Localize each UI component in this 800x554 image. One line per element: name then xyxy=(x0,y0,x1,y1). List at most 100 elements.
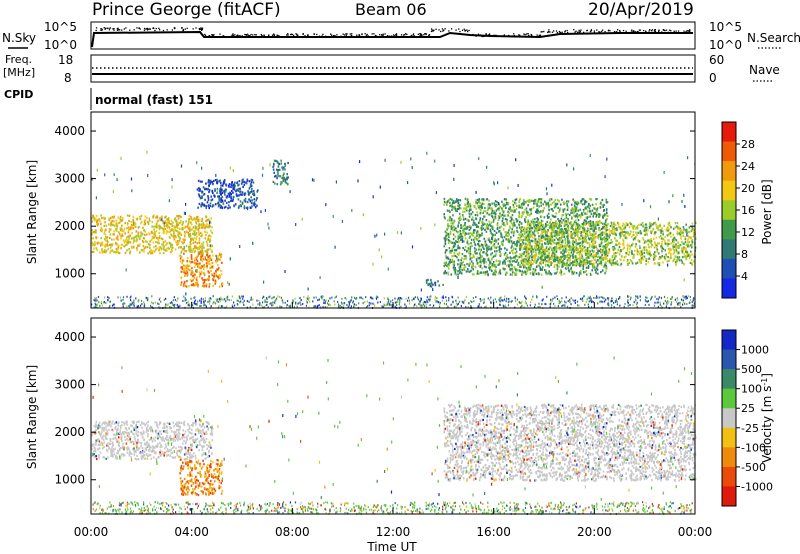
data-cell xyxy=(550,232,553,235)
data-cell xyxy=(610,259,612,262)
data-cell xyxy=(454,209,457,212)
data-cell xyxy=(200,223,202,226)
data-cell xyxy=(176,224,178,227)
data-cell xyxy=(456,256,458,259)
data-cell xyxy=(465,226,468,229)
data-cell xyxy=(596,264,599,267)
data-cell xyxy=(579,241,581,244)
data-cell xyxy=(605,223,607,226)
data-cell xyxy=(603,251,606,254)
data-cell xyxy=(105,249,108,252)
data-cell xyxy=(574,234,576,237)
data-cell xyxy=(133,240,135,243)
data-cell xyxy=(153,236,155,239)
data-cell xyxy=(456,207,459,210)
data-cell xyxy=(211,273,213,276)
data-cell xyxy=(576,262,579,265)
data-cell xyxy=(522,252,525,255)
noise-dot xyxy=(574,31,576,33)
data-cell xyxy=(272,168,275,171)
data-cell xyxy=(430,285,433,288)
noise-dot xyxy=(664,30,666,32)
data-cell xyxy=(221,195,224,199)
data-cell xyxy=(162,228,164,231)
noise-dot xyxy=(472,33,474,36)
noise-dot xyxy=(549,31,551,33)
data-cell xyxy=(455,249,458,252)
data-cell xyxy=(516,226,518,229)
data-cell xyxy=(598,243,601,247)
data-cell xyxy=(675,247,677,250)
noise-dot xyxy=(263,34,265,36)
data-cell xyxy=(620,262,623,265)
data-cell xyxy=(451,249,453,253)
data-cell xyxy=(467,201,470,204)
data-cell xyxy=(653,253,655,256)
data-cell xyxy=(688,241,691,244)
data-cell xyxy=(206,219,209,222)
data-cell xyxy=(491,240,494,243)
data-cell xyxy=(451,247,454,251)
data-cell xyxy=(481,267,483,270)
data-cell xyxy=(244,200,247,203)
data-cell xyxy=(207,258,209,261)
data-cell xyxy=(512,225,514,228)
data-cell xyxy=(491,256,494,259)
data-cell xyxy=(525,249,528,252)
data-cell xyxy=(187,265,190,268)
data-cell xyxy=(190,215,192,219)
noise-dot xyxy=(564,30,566,32)
data-cell xyxy=(539,267,542,270)
data-cell xyxy=(455,200,457,203)
data-cell xyxy=(544,238,547,241)
data-cell xyxy=(213,275,215,278)
data-cell xyxy=(95,247,98,250)
data-cell xyxy=(192,274,194,277)
data-cell xyxy=(595,215,597,218)
data-cell xyxy=(548,227,551,230)
data-cell xyxy=(661,230,663,233)
data-cell xyxy=(443,261,446,264)
data-cell xyxy=(575,230,577,233)
data-cell xyxy=(108,230,111,233)
data-cell xyxy=(100,244,102,247)
data-cell xyxy=(575,272,578,275)
noise-dot xyxy=(302,33,304,36)
data-cell xyxy=(567,200,570,203)
data-cell xyxy=(276,183,279,186)
data-cell xyxy=(579,251,581,254)
data-cell xyxy=(537,211,539,215)
data-cell xyxy=(553,255,555,258)
data-cell xyxy=(124,251,127,255)
data-cell xyxy=(648,246,650,249)
data-cell xyxy=(502,228,505,231)
data-cell xyxy=(199,189,201,192)
data-cell xyxy=(627,223,629,226)
noise-dot xyxy=(487,34,490,36)
noise-dot xyxy=(601,30,603,32)
data-cell xyxy=(495,209,498,212)
data-cell xyxy=(547,206,550,209)
data-cell xyxy=(549,198,551,201)
data-cell xyxy=(670,254,672,257)
data-cell xyxy=(448,198,450,202)
noise-dot xyxy=(442,30,444,32)
noise-dot xyxy=(431,29,433,31)
data-cell xyxy=(139,215,141,218)
data-cell xyxy=(597,228,600,231)
noise-dot xyxy=(198,27,200,30)
data-cell xyxy=(479,250,482,253)
data-cell xyxy=(197,220,200,223)
data-cell xyxy=(649,251,651,254)
data-cell xyxy=(132,223,134,226)
noise-dot xyxy=(488,33,491,35)
data-cell xyxy=(239,190,241,193)
data-cell xyxy=(283,176,285,179)
noise-dot xyxy=(211,34,213,36)
data-cell xyxy=(187,223,189,226)
noise-dot xyxy=(345,33,347,35)
data-cell xyxy=(464,217,467,221)
data-cell xyxy=(489,203,491,206)
data-cell xyxy=(184,226,186,229)
data-cell xyxy=(468,236,471,239)
